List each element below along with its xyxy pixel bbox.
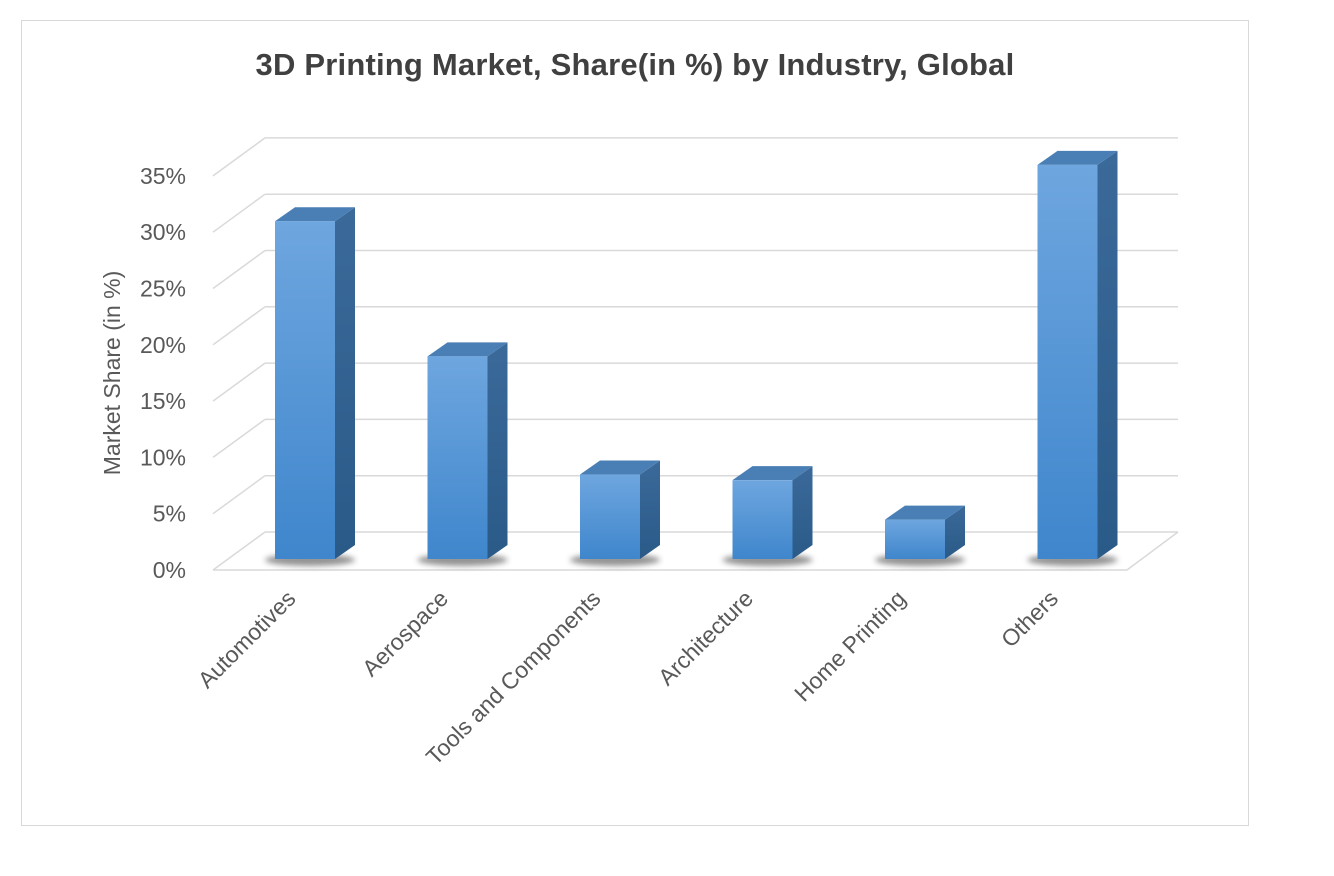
bar: [1027, 150, 1118, 566]
y-tick-label: 35%: [140, 163, 186, 189]
floor-edge: [1126, 531, 1179, 571]
bar-side: [640, 460, 660, 559]
y-tick-label: 0%: [153, 557, 186, 583]
x-tick-label: Home Printing: [789, 585, 910, 706]
x-tick-label: Others: [996, 585, 1063, 652]
x-tick-label: Aerospace: [357, 585, 453, 681]
gridline-diagonal: [212, 193, 266, 233]
gridline-diagonal: [212, 249, 266, 290]
y-tick-label: 30%: [140, 219, 186, 245]
bar: [875, 505, 965, 566]
bar: [265, 207, 355, 566]
gridline-diagonal: [212, 362, 266, 402]
x-tick-label: Tools and Components: [421, 585, 606, 770]
bar-top: [732, 466, 813, 481]
y-axis-label: Market Share (in %): [99, 271, 125, 476]
bar-top: [1037, 150, 1118, 165]
gridline-diagonal: [212, 137, 266, 177]
bar-front: [1037, 164, 1098, 559]
chart-title: 3D Printing Market, Share(in %) by Indus…: [255, 47, 1015, 82]
gridline-diagonal: [212, 475, 266, 515]
y-tick-label: 5%: [153, 501, 186, 527]
bar-front: [580, 474, 640, 559]
bar-top: [580, 460, 660, 475]
bar: [570, 460, 660, 566]
bar-side: [335, 207, 355, 559]
bar: [417, 342, 508, 566]
bar-front: [427, 356, 488, 559]
x-tick-label: Automotives: [193, 585, 301, 693]
gridline-diagonal: [212, 418, 266, 459]
gridline-diagonal: [212, 306, 266, 346]
bar-side: [487, 342, 508, 559]
bar-front: [885, 519, 945, 559]
bar-side: [792, 466, 813, 559]
bar-front: [732, 480, 793, 559]
x-tick-label: Architecture: [653, 585, 758, 690]
bar-side: [945, 505, 965, 559]
bar: [722, 466, 813, 566]
y-axis: 0% 5% 10% 15% 20% 25% 30% 35%: [140, 163, 186, 583]
bar-top: [885, 505, 965, 520]
bar-top: [427, 342, 508, 357]
gridline-diagonal: [212, 531, 266, 571]
bars: [265, 150, 1118, 566]
grid: [212, 137, 1179, 571]
y-tick-label: 25%: [140, 276, 186, 302]
y-tick-label: 15%: [140, 388, 186, 414]
y-tick-label: 10%: [140, 444, 186, 470]
y-tick-label: 20%: [140, 332, 186, 358]
bar-front: [275, 221, 335, 559]
bar-side: [1097, 150, 1118, 559]
bar-top: [275, 207, 355, 222]
